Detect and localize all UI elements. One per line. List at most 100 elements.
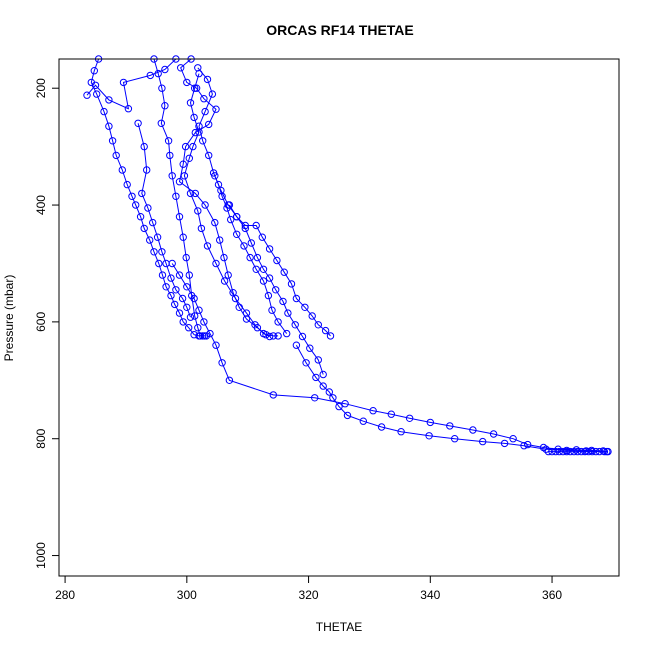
data-point [134,119,142,128]
data-point [280,268,288,276]
data-point [175,178,184,186]
series-line [137,123,191,318]
data-point [566,447,574,456]
data-point [146,236,154,244]
data-point [172,286,180,294]
data-point [233,213,241,221]
data-point [604,447,612,456]
series-line [183,73,270,337]
data-point [140,142,148,151]
data-point [259,265,268,273]
x-tick-label: 280 [55,588,75,602]
data-point [217,186,225,195]
data-point [341,400,349,408]
data-point [161,65,169,74]
data-point [180,172,189,180]
y-tick-label: 800 [34,428,48,448]
data-point [183,283,191,291]
data-point [216,236,224,244]
data-point [112,151,120,160]
data-point [544,447,553,456]
data-point [211,172,219,180]
data-point [319,382,327,390]
data-point [592,447,600,456]
data-point [205,120,213,129]
data-point [186,99,195,107]
data-marks [83,55,612,456]
data-point [325,388,333,396]
data-point [167,274,175,282]
data-point [268,306,276,314]
data-point [123,180,131,189]
data-point [211,218,219,227]
data-point [259,329,268,338]
data-point [206,329,214,338]
data-point [500,439,509,448]
data-point [168,172,176,180]
data-point [144,204,152,212]
data-point [197,224,206,233]
data-point [284,309,292,317]
data-point [274,318,282,326]
data-point [570,447,578,456]
data-point [195,122,203,130]
data-point [162,283,170,291]
data-point [167,291,175,300]
data-point [179,233,187,241]
data-point [489,430,498,438]
data-point [186,189,195,198]
data-point [343,411,352,420]
data-point [124,105,133,113]
chart-title: ORCAS RF14 THETAE [266,22,414,38]
data-point [200,318,208,326]
data-point [158,271,167,279]
data-point [387,410,395,418]
data-point [291,321,299,329]
data-point [194,64,202,72]
data-point [140,224,148,233]
data-point [559,447,567,456]
data-point [179,318,187,326]
series-9 [225,201,335,340]
data-point [164,137,173,145]
data-point [158,248,166,256]
data-point [185,154,194,163]
data-point [177,64,185,72]
data-point [573,447,582,456]
data-point [194,207,202,215]
data-point [252,265,260,273]
data-point [155,259,163,268]
data-point [100,107,108,116]
y-tick-label: 1000 [34,542,48,569]
data-point [212,259,220,268]
data-point [119,78,128,87]
data-point [548,447,556,456]
data-point [150,248,158,256]
data-point [469,426,477,434]
data-point [190,113,198,122]
data-point [90,67,99,75]
data-point [105,96,113,104]
data-point [251,321,259,329]
y-axis-label: Pressure (mbar) [2,275,16,362]
data-point [196,332,204,340]
data-point [225,376,234,384]
y-tick-label: 200 [34,78,48,98]
data-point [105,122,113,130]
data-point [175,271,184,279]
data-point [212,105,220,113]
y-tick-label: 400 [34,195,48,215]
data-point [600,447,609,456]
data-point [191,84,199,92]
data-point [118,166,127,174]
data-point [451,435,459,443]
data-point [189,142,197,151]
data-point [218,359,226,367]
data-point [200,95,208,103]
data-point [220,277,229,285]
series-line [295,344,607,453]
data-point [269,332,277,340]
data-point [178,294,187,303]
data-point [405,414,414,422]
data-point [269,391,277,399]
